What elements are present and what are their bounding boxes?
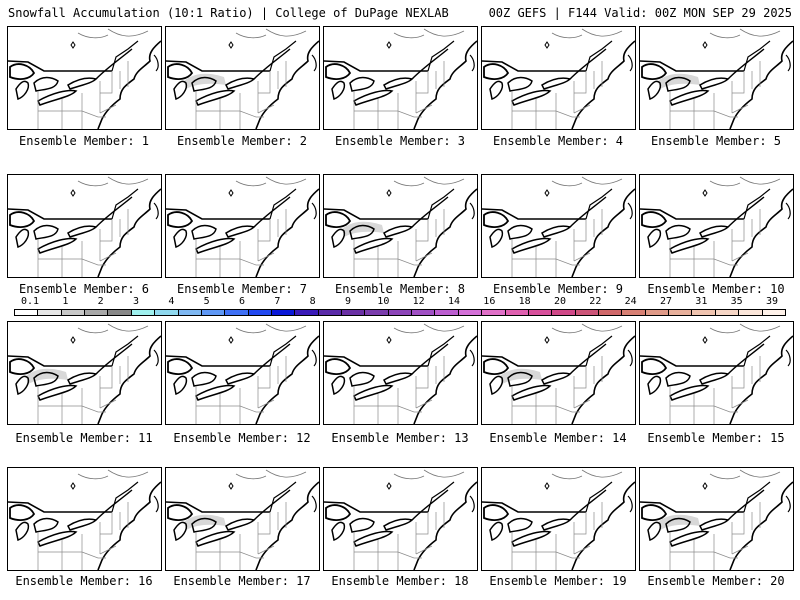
legend-swatch [388, 310, 413, 315]
ensemble-member-label: Ensemble Member: 19 [489, 574, 627, 588]
legend-swatch [645, 310, 670, 315]
ensemble-member-map [165, 467, 320, 571]
legend-tick-label: 31 [695, 296, 708, 307]
legend-swatch [435, 310, 459, 315]
legend-tick-label: 10 [377, 296, 390, 307]
legend-swatch [61, 310, 86, 315]
legend-tick-label: 5 [203, 296, 210, 307]
snowfall-color-scale [14, 309, 786, 316]
ensemble-member-label: Ensemble Member: 12 [173, 431, 311, 445]
legend-tick-label: 27 [659, 296, 673, 307]
legend-tick-label: 6 [238, 296, 246, 307]
legend-swatch [528, 310, 553, 315]
legend-swatch [201, 310, 226, 315]
legend-swatch [622, 310, 646, 315]
ensemble-member-label: Ensemble Member: 6 [18, 282, 150, 296]
legend-swatch [598, 310, 623, 315]
legend-swatch [739, 310, 763, 315]
ensemble-member-map [323, 467, 478, 571]
legend-swatch [365, 310, 389, 315]
legend-tick-label: 12 [412, 296, 425, 307]
legend-swatch [505, 310, 529, 315]
legend-swatch [412, 310, 436, 315]
legend-swatch [692, 310, 716, 315]
legend-swatch [482, 310, 506, 315]
legend-tick-label: 18 [518, 296, 531, 307]
legend-swatch [575, 310, 599, 315]
legend-tick-label: 16 [483, 296, 496, 307]
ensemble-member-map [639, 26, 794, 130]
legend-swatch [225, 310, 249, 315]
legend-swatch [155, 310, 179, 315]
legend-tick-label: 2 [97, 296, 104, 307]
ensemble-member-label: Ensemble Member: 7 [176, 282, 308, 296]
legend-tick-label: 35 [730, 296, 743, 307]
ensemble-member-map [481, 174, 636, 278]
legend-tick-label: 1 [62, 296, 69, 307]
ensemble-member-map [7, 467, 162, 571]
legend-swatch [458, 310, 483, 315]
legend-swatch [85, 310, 109, 315]
ensemble-member-map [481, 26, 636, 130]
ensemble-member-map [481, 467, 636, 571]
ensemble-member-map [165, 174, 320, 278]
legend-tick-label: 24 [624, 296, 637, 307]
legend-tick-label: 14 [447, 296, 461, 307]
ensemble-member-map [323, 321, 478, 425]
legend-swatch [38, 310, 62, 315]
legend-swatch [318, 310, 343, 315]
ensemble-member-map [481, 321, 636, 425]
ensemble-member-map [165, 26, 320, 130]
ensemble-member-label: Ensemble Member: 20 [647, 574, 785, 588]
model-valid-time: 00Z GEFS | F144 Valid: 00Z MON SEP 29 20… [488, 6, 792, 20]
legend-swatch [271, 310, 296, 315]
ensemble-member-label: Ensemble Member: 16 [15, 574, 153, 588]
ensemble-member-label: Ensemble Member: 1 [18, 134, 150, 148]
legend-tick-label: 9 [344, 296, 352, 307]
ensemble-member-label: Ensemble Member: 15 [647, 431, 785, 445]
ensemble-member-map [7, 321, 162, 425]
map-title: Snowfall Accumulation (10:1 Ratio) | Col… [8, 6, 449, 20]
legend-labels: 0.1 1 2 3 4 5 6 7 8 9 10 12 14 16 18 20 22 24 27 31 35 39 [0, 296, 800, 308]
ensemble-member-label: Ensemble Member: 14 [489, 431, 627, 445]
legend-swatch [108, 310, 132, 315]
legend-swatch [248, 310, 272, 315]
ensemble-member-label: Ensemble Member: 2 [176, 134, 308, 148]
legend-tick-label: 0.1 [20, 296, 40, 307]
ensemble-member-label: Ensemble Member: 17 [173, 574, 311, 588]
legend-tick-label: 39 [765, 296, 779, 307]
legend-swatch [178, 310, 202, 315]
ensemble-member-label: Ensemble Member: 11 [15, 431, 153, 445]
legend-swatch [715, 310, 740, 315]
legend-tick-label: 20 [553, 296, 567, 307]
ensemble-member-label: Ensemble Member: 13 [331, 431, 469, 445]
legend-tick-label: 7 [274, 296, 281, 307]
ensemble-member-label: Ensemble Member: 3 [334, 134, 466, 148]
ensemble-member-map [7, 26, 162, 130]
ensemble-member-map [323, 174, 478, 278]
legend-swatch [762, 310, 785, 315]
legend-swatch [15, 310, 39, 315]
ensemble-member-map [639, 174, 794, 278]
ensemble-member-label: Ensemble Member: 8 [334, 282, 466, 296]
ensemble-member-label: Ensemble Member: 5 [650, 134, 782, 148]
legend-tick-label: 3 [132, 296, 140, 307]
legend-swatch [552, 310, 576, 315]
ensemble-member-label: Ensemble Member: 9 [492, 282, 624, 296]
ensemble-member-label: Ensemble Member: 4 [492, 134, 624, 148]
legend-tick-label: 22 [589, 296, 602, 307]
legend-swatch [669, 310, 693, 315]
ensemble-member-map [639, 467, 794, 571]
legend-swatch [131, 310, 156, 315]
legend-tick-label: 4 [168, 296, 175, 307]
legend-swatch [342, 310, 366, 315]
ensemble-member-map [165, 321, 320, 425]
legend-tick-label: 8 [309, 296, 316, 307]
ensemble-member-map [7, 174, 162, 278]
ensemble-member-map [323, 26, 478, 130]
ensemble-member-label: Ensemble Member: 18 [331, 574, 469, 588]
ensemble-member-map [639, 321, 794, 425]
ensemble-member-label: Ensemble Member: 10 [647, 282, 785, 296]
legend-swatch [295, 310, 319, 315]
